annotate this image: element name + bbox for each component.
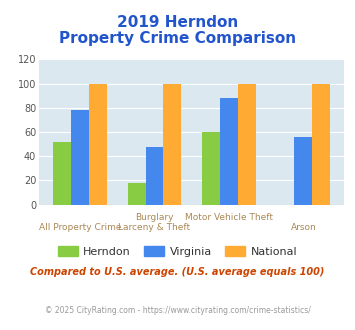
Bar bbox=[128, 183, 146, 205]
Bar bbox=[312, 83, 330, 205]
Text: Motor Vehicle Theft: Motor Vehicle Theft bbox=[185, 213, 273, 222]
Bar bbox=[220, 98, 238, 205]
Bar bbox=[202, 132, 220, 205]
Text: © 2025 CityRating.com - https://www.cityrating.com/crime-statistics/: © 2025 CityRating.com - https://www.city… bbox=[45, 306, 310, 315]
Legend: Herndon, Virginia, National: Herndon, Virginia, National bbox=[53, 242, 302, 261]
Bar bbox=[163, 83, 181, 205]
Text: Burglary: Burglary bbox=[135, 213, 174, 222]
Bar bbox=[294, 137, 312, 205]
Bar bbox=[238, 83, 256, 205]
Text: Larceny & Theft: Larceny & Theft bbox=[119, 223, 191, 232]
Bar bbox=[146, 147, 163, 205]
Text: Property Crime Comparison: Property Crime Comparison bbox=[59, 31, 296, 46]
Bar bbox=[53, 142, 71, 205]
Text: All Property Crime: All Property Crime bbox=[39, 223, 121, 232]
Text: Compared to U.S. average. (U.S. average equals 100): Compared to U.S. average. (U.S. average … bbox=[30, 267, 325, 277]
Text: 2019 Herndon: 2019 Herndon bbox=[117, 15, 238, 30]
Text: Arson: Arson bbox=[290, 223, 316, 232]
Bar bbox=[71, 110, 89, 205]
Bar bbox=[89, 83, 107, 205]
